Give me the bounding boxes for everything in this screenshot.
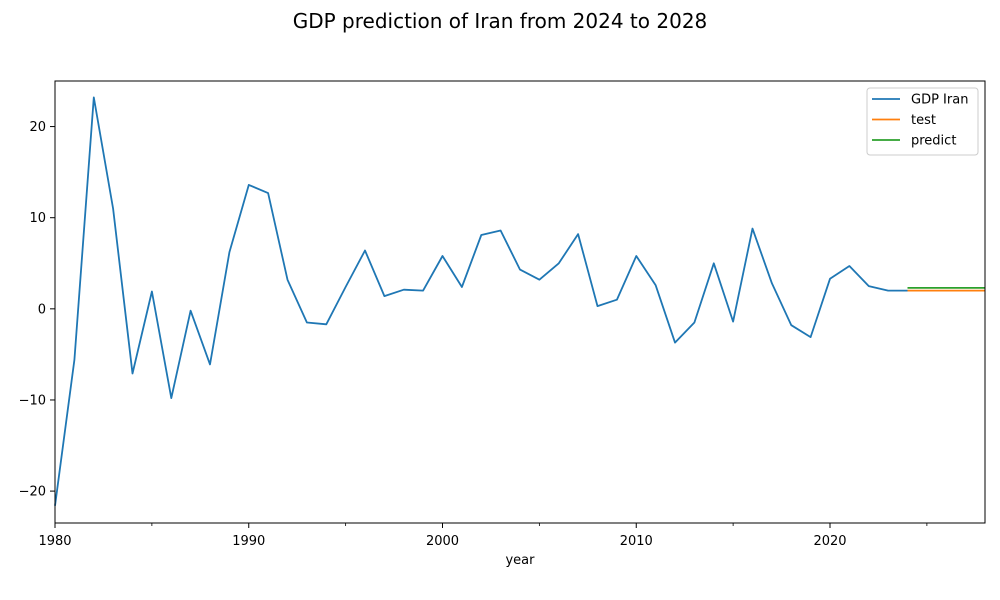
- x-tick-label: 2000: [426, 534, 459, 549]
- x-axis-label: year: [505, 553, 535, 568]
- legend-label-2: predict: [911, 134, 956, 149]
- x-tick-label: 2010: [620, 534, 653, 549]
- x-axis: 1980 1990 2000 2010 2020: [38, 523, 928, 549]
- legend-label-0: GDP Iran: [911, 93, 968, 108]
- x-tick-label: 1990: [232, 534, 265, 549]
- y-axis: −20 −10 0 10 20: [19, 120, 55, 500]
- y-tick-label: 20: [29, 120, 46, 135]
- y-tick-label: −10: [19, 393, 46, 408]
- series-line-0: [54, 96, 908, 506]
- legend-box: [866, 87, 979, 156]
- x-tick-label: 2020: [813, 534, 846, 549]
- legend: GDP Iran test predict: [866, 87, 979, 156]
- plot-frame: [54, 80, 986, 524]
- x-tick-label: 1980: [38, 534, 71, 549]
- y-tick-label: 10: [29, 211, 46, 226]
- y-tick-label: 0: [38, 302, 46, 317]
- plot-lines: [54, 96, 985, 506]
- chart-title: GDP prediction of Iran from 2024 to 2028: [293, 9, 708, 33]
- legend-label-1: test: [911, 113, 936, 128]
- y-tick-label: −20: [19, 485, 46, 500]
